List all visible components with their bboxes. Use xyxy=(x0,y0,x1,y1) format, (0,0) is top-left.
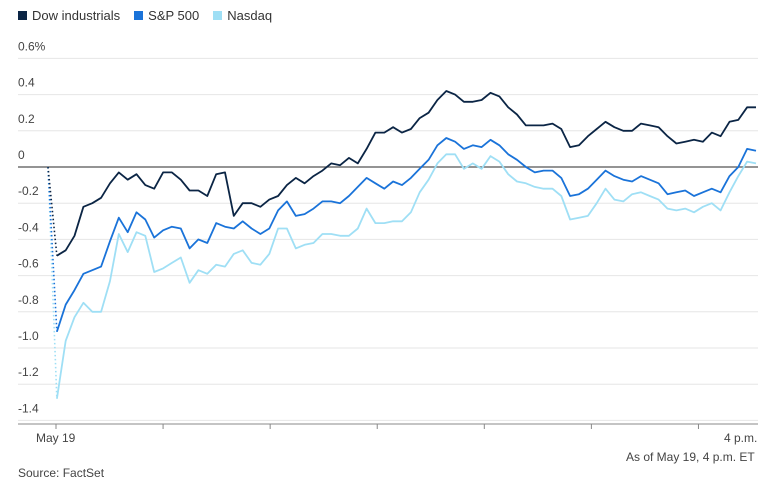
legend-item: S&P 500 xyxy=(134,8,199,23)
legend-swatch xyxy=(18,11,27,20)
series-open-gap xyxy=(47,166,58,256)
series-open-gap xyxy=(47,166,58,332)
y-tick-label: -1.0 xyxy=(18,329,39,343)
series-open-gap xyxy=(47,166,58,399)
legend-label: Dow industrials xyxy=(32,8,121,23)
y-tick-label: -1.4 xyxy=(18,401,39,415)
as-of-note: As of May 19, 4 p.m. ET xyxy=(626,450,755,464)
y-tick-label: -0.2 xyxy=(18,184,39,198)
y-tick-label: 0.2 xyxy=(18,112,35,126)
source-note: Source: FactSet xyxy=(18,466,105,480)
series-line-dow-industrials xyxy=(56,90,756,257)
y-tick-label: 0.4 xyxy=(18,76,35,90)
legend-label: Nasdaq xyxy=(227,8,273,23)
y-tick-label: -1.2 xyxy=(18,365,39,379)
legend-item: Dow industrials xyxy=(18,8,120,23)
y-tick-label: 0 xyxy=(18,148,25,162)
series-line-nasdaq xyxy=(56,153,757,399)
legend-label: S&P 500 xyxy=(148,8,200,23)
series-line-s-p-500 xyxy=(56,137,757,332)
legend-swatch xyxy=(134,11,144,20)
legend: Dow industrials S&P 500 Nasdaq xyxy=(18,8,272,23)
x-tick-label-start: May 19 xyxy=(36,431,76,445)
legend-item: Nasdaq xyxy=(213,8,272,23)
legend-swatch xyxy=(213,11,223,20)
y-tick-label: -0.4 xyxy=(18,220,39,234)
y-tick-label: -0.8 xyxy=(18,293,39,307)
y-tick-label: -0.6 xyxy=(18,257,39,271)
y-tick-label: 0.6% xyxy=(18,39,46,53)
x-tick-label-end: 4 p.m. xyxy=(724,431,757,445)
